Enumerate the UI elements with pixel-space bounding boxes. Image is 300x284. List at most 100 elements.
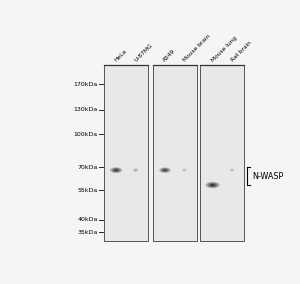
Ellipse shape	[231, 169, 233, 171]
Ellipse shape	[230, 169, 234, 172]
Ellipse shape	[183, 169, 186, 171]
Ellipse shape	[115, 170, 117, 171]
Ellipse shape	[231, 170, 233, 171]
Ellipse shape	[182, 169, 186, 172]
Ellipse shape	[230, 169, 234, 171]
Ellipse shape	[133, 169, 138, 172]
Ellipse shape	[182, 168, 187, 172]
Ellipse shape	[114, 169, 118, 171]
Ellipse shape	[111, 168, 122, 173]
Ellipse shape	[183, 169, 186, 172]
Ellipse shape	[162, 169, 168, 172]
Ellipse shape	[111, 168, 121, 172]
Ellipse shape	[206, 182, 220, 188]
Ellipse shape	[161, 168, 169, 172]
Ellipse shape	[135, 170, 136, 171]
Ellipse shape	[133, 169, 138, 172]
Ellipse shape	[208, 183, 217, 187]
Ellipse shape	[182, 168, 187, 172]
Ellipse shape	[115, 170, 117, 171]
Ellipse shape	[164, 170, 166, 171]
Ellipse shape	[134, 169, 137, 171]
Ellipse shape	[230, 169, 234, 172]
Ellipse shape	[112, 168, 120, 172]
Ellipse shape	[230, 169, 234, 171]
Ellipse shape	[109, 167, 123, 173]
Ellipse shape	[230, 169, 234, 171]
Ellipse shape	[134, 170, 137, 171]
Ellipse shape	[183, 169, 186, 171]
Ellipse shape	[133, 169, 138, 172]
Ellipse shape	[207, 183, 218, 188]
Ellipse shape	[210, 184, 216, 186]
Ellipse shape	[160, 168, 170, 173]
Ellipse shape	[163, 169, 167, 171]
Ellipse shape	[231, 170, 233, 171]
Ellipse shape	[208, 183, 218, 187]
Ellipse shape	[230, 169, 234, 172]
Ellipse shape	[110, 167, 123, 173]
Ellipse shape	[134, 169, 137, 171]
Ellipse shape	[211, 184, 215, 186]
Text: 70kDa: 70kDa	[78, 165, 98, 170]
Ellipse shape	[210, 184, 215, 186]
Ellipse shape	[160, 168, 169, 172]
Ellipse shape	[158, 167, 172, 173]
Text: U-87MG: U-87MG	[133, 42, 153, 62]
Ellipse shape	[133, 168, 139, 172]
Ellipse shape	[231, 170, 233, 171]
Ellipse shape	[230, 169, 234, 172]
Ellipse shape	[161, 169, 169, 172]
Ellipse shape	[115, 170, 118, 171]
Ellipse shape	[160, 168, 170, 173]
Text: 130kDa: 130kDa	[74, 107, 98, 112]
Ellipse shape	[230, 169, 234, 172]
Ellipse shape	[231, 170, 233, 171]
Ellipse shape	[135, 170, 137, 171]
Ellipse shape	[133, 168, 138, 172]
Ellipse shape	[111, 168, 122, 173]
Ellipse shape	[231, 169, 233, 171]
Text: 35kDa: 35kDa	[78, 230, 98, 235]
Ellipse shape	[113, 169, 119, 172]
Ellipse shape	[114, 169, 118, 171]
Ellipse shape	[159, 168, 171, 173]
Ellipse shape	[162, 169, 168, 172]
Ellipse shape	[230, 169, 234, 172]
Ellipse shape	[133, 168, 138, 172]
Ellipse shape	[135, 170, 137, 171]
Ellipse shape	[210, 184, 215, 186]
Ellipse shape	[133, 168, 138, 172]
Ellipse shape	[112, 168, 121, 172]
Ellipse shape	[164, 170, 166, 171]
Text: 40kDa: 40kDa	[78, 217, 98, 222]
Ellipse shape	[210, 184, 215, 186]
Ellipse shape	[159, 167, 171, 173]
Ellipse shape	[211, 184, 214, 186]
Ellipse shape	[112, 168, 120, 172]
Ellipse shape	[110, 168, 122, 173]
Bar	[104, 65, 148, 241]
Ellipse shape	[111, 168, 121, 173]
Ellipse shape	[208, 183, 217, 187]
Ellipse shape	[231, 169, 233, 171]
Ellipse shape	[134, 169, 137, 171]
Ellipse shape	[132, 168, 139, 172]
Ellipse shape	[184, 170, 185, 171]
Text: 170kDa: 170kDa	[74, 82, 98, 87]
Ellipse shape	[161, 168, 169, 172]
Ellipse shape	[132, 168, 139, 172]
Ellipse shape	[209, 183, 216, 187]
Ellipse shape	[110, 167, 122, 173]
Ellipse shape	[134, 169, 137, 171]
Ellipse shape	[163, 169, 167, 171]
Text: HeLa: HeLa	[114, 48, 128, 62]
Ellipse shape	[230, 169, 234, 172]
Text: A549: A549	[163, 48, 177, 62]
Bar	[153, 65, 197, 241]
Ellipse shape	[182, 169, 187, 172]
Ellipse shape	[205, 182, 220, 188]
Ellipse shape	[182, 169, 187, 172]
Ellipse shape	[183, 169, 186, 171]
Ellipse shape	[207, 183, 218, 187]
